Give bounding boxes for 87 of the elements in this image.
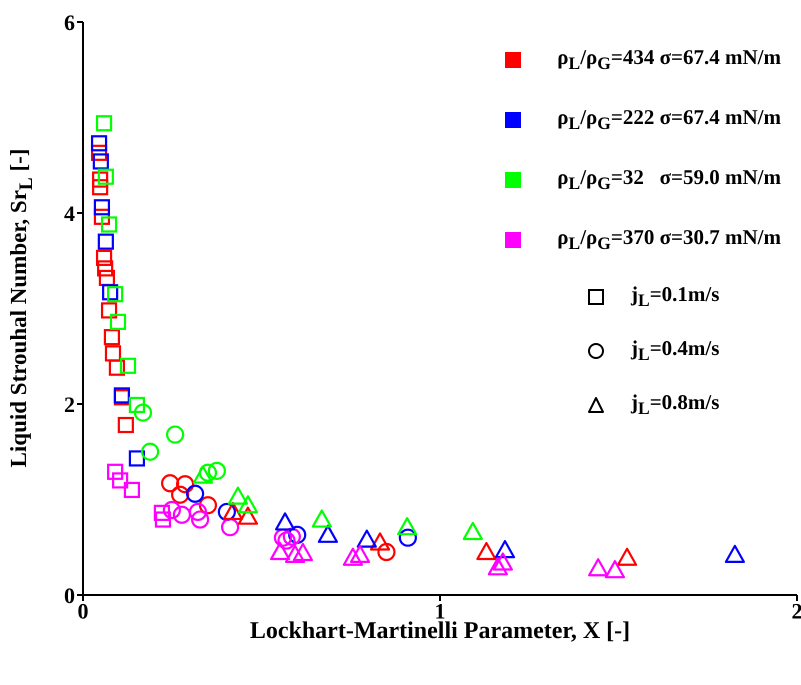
point [107, 464, 124, 480]
legend-label: ρ$_{L}$/ρ$_{G}$=370 σ=30.7 mN/m [557, 225, 781, 255]
point [220, 518, 240, 536]
point [154, 504, 170, 521]
point [188, 502, 208, 522]
point [186, 484, 204, 503]
point [112, 472, 128, 488]
point [208, 462, 226, 480]
point [92, 179, 108, 196]
point [90, 144, 108, 161]
point [98, 234, 114, 250]
point [282, 528, 301, 546]
point [238, 495, 258, 514]
point [100, 216, 118, 233]
point [198, 496, 218, 514]
point [94, 199, 110, 216]
point [94, 208, 110, 225]
point [92, 171, 108, 188]
point [154, 511, 172, 528]
point [118, 416, 134, 434]
legend-label: ρ$_{L}$/ρ$_{G}$=222 σ=67.4 mN/m [557, 105, 781, 135]
point [238, 506, 258, 525]
point [604, 560, 626, 578]
point [370, 532, 390, 551]
point [134, 403, 152, 422]
point [312, 509, 332, 528]
point [190, 510, 210, 529]
annotation: j$_{L}$=0.1m/s [631, 282, 720, 312]
point [288, 526, 306, 544]
point [171, 486, 190, 504]
point [176, 475, 194, 494]
point [277, 531, 296, 550]
legend-label: ρ$_{L}$/ρ$_{G}$=434 σ=67.4 mN/m [557, 45, 781, 75]
point [107, 286, 124, 302]
point [162, 500, 181, 520]
point [476, 542, 497, 560]
point [198, 464, 218, 482]
point [270, 542, 290, 560]
legend-label: ρ$_{L}$/ρ$_{G}$=32 σ=59.0 mN/m [557, 165, 781, 195]
point [110, 314, 126, 330]
point [398, 528, 417, 547]
point [284, 544, 306, 563]
point [161, 474, 180, 492]
point [488, 557, 508, 576]
point [377, 542, 396, 562]
point [222, 502, 244, 520]
annotation: j$_{L}$=0.4m/s [631, 336, 720, 366]
y-tick-label: 2 [64, 392, 75, 417]
point [192, 466, 214, 484]
point [292, 542, 314, 562]
point [97, 260, 114, 276]
point [350, 544, 370, 563]
annotation: j$_{L}$=0.8m/s [631, 390, 720, 420]
point [120, 358, 136, 374]
point [172, 506, 191, 524]
point [102, 284, 118, 300]
point [356, 530, 377, 548]
point [228, 486, 248, 505]
point [218, 502, 236, 522]
point [100, 302, 118, 319]
point [724, 544, 745, 563]
point [104, 345, 122, 362]
point [96, 250, 112, 266]
point [492, 552, 513, 571]
point [494, 540, 516, 558]
point [90, 135, 108, 152]
y-tick-label: 4 [64, 200, 75, 226]
point [128, 450, 146, 467]
point [96, 115, 112, 132]
y-tick-label: 0 [64, 582, 75, 608]
point [588, 558, 608, 576]
point [397, 517, 418, 536]
point [274, 512, 296, 531]
point [92, 153, 109, 170]
point [141, 442, 160, 461]
point [342, 548, 363, 566]
point [108, 360, 126, 376]
point [104, 329, 120, 346]
y-tick-label: 6 [64, 10, 75, 35]
point [128, 396, 146, 414]
point [616, 548, 638, 566]
point [98, 168, 114, 185]
point [124, 482, 140, 498]
point [318, 524, 338, 543]
point [166, 425, 184, 444]
point [274, 528, 292, 547]
point [462, 522, 483, 540]
